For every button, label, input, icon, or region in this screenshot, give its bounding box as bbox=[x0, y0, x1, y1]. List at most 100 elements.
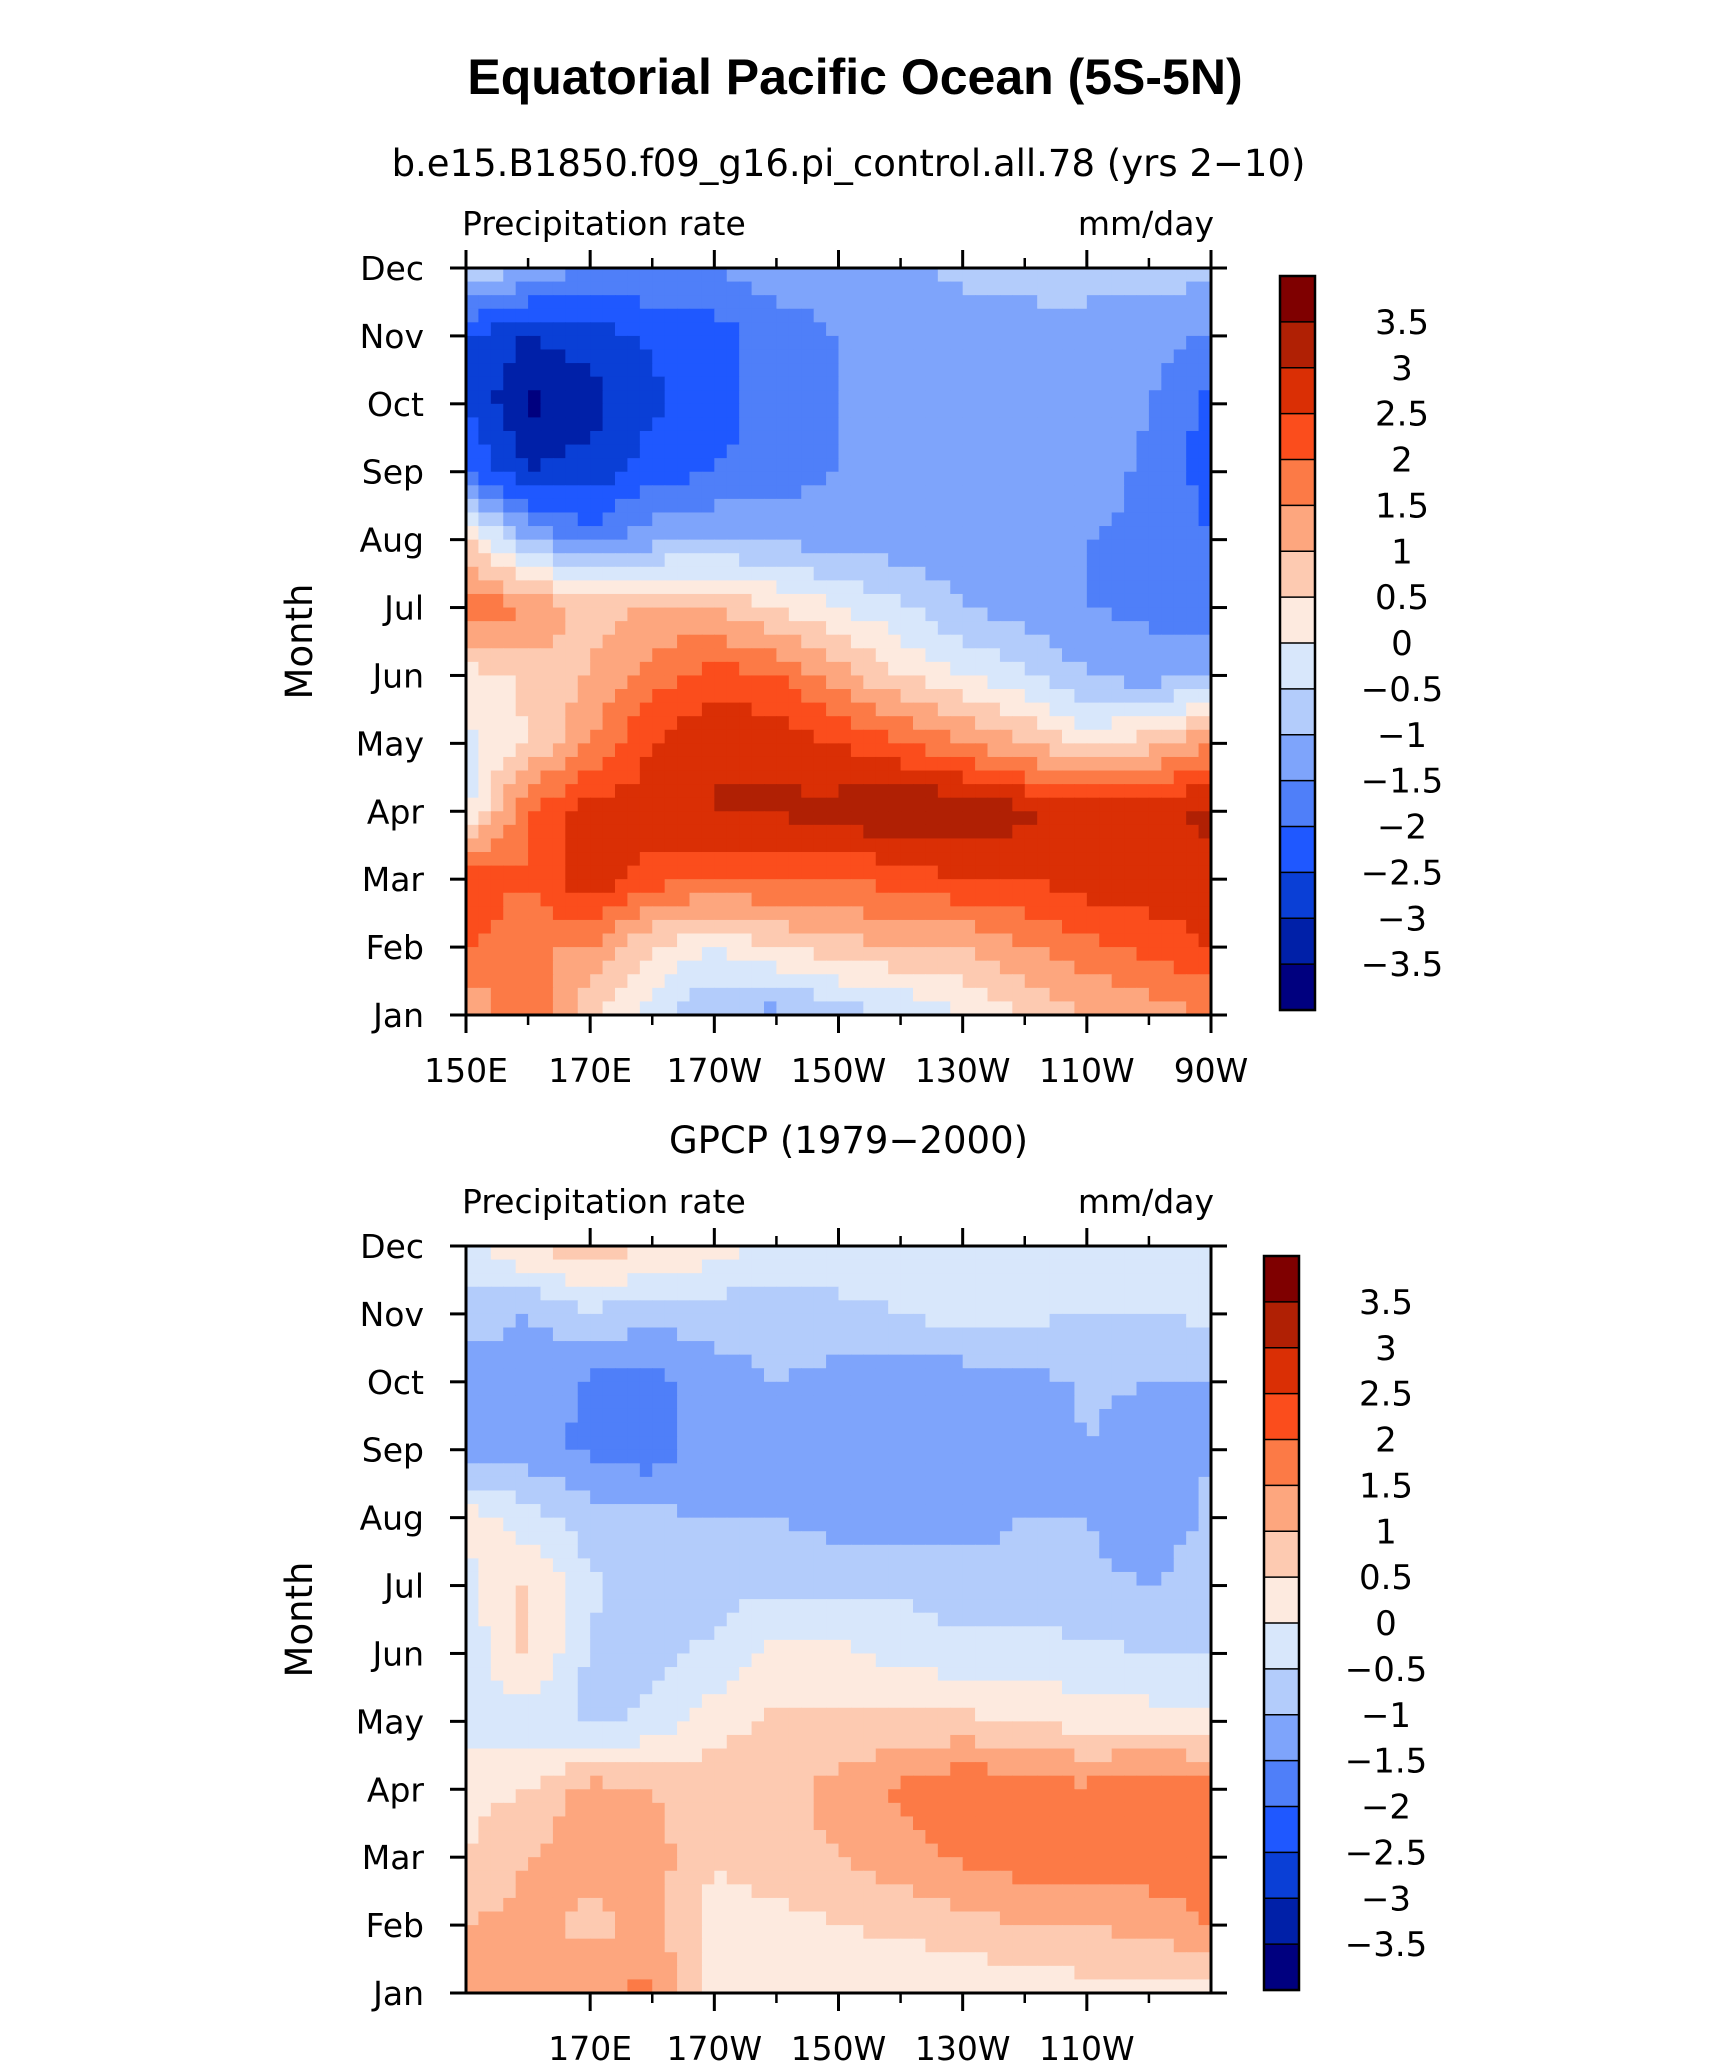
heatmap-cell bbox=[1124, 526, 1138, 541]
heatmap-cell bbox=[577, 784, 591, 799]
heatmap-cell bbox=[937, 648, 951, 663]
heatmap-cell bbox=[875, 621, 889, 636]
heatmap-cell bbox=[701, 648, 715, 663]
heatmap-cell bbox=[950, 974, 964, 989]
heatmap-cell bbox=[1086, 1368, 1100, 1383]
heatmap-cell bbox=[615, 308, 629, 323]
heatmap-cell bbox=[565, 430, 579, 446]
heatmap-cell bbox=[1049, 1449, 1063, 1464]
heatmap-cell bbox=[1074, 281, 1088, 296]
heatmap-cell bbox=[590, 1286, 604, 1301]
heatmap-cell bbox=[1173, 716, 1187, 731]
heatmap-cell bbox=[490, 1354, 504, 1369]
heatmap-cell bbox=[701, 458, 715, 473]
heatmap-cell bbox=[1161, 648, 1175, 663]
heatmap-cell bbox=[739, 580, 753, 595]
heatmap-cell bbox=[999, 865, 1013, 880]
heatmap-cell bbox=[701, 919, 715, 935]
heatmap-cell bbox=[701, 1001, 715, 1016]
heatmap-cell bbox=[602, 852, 616, 867]
heatmap-cell bbox=[987, 417, 1001, 432]
heatmap-cell bbox=[540, 308, 554, 323]
heatmap-cell bbox=[788, 1490, 802, 1505]
heatmap-cell bbox=[813, 512, 827, 527]
heatmap-cell bbox=[540, 987, 554, 1003]
heatmap-cell bbox=[776, 1395, 790, 1410]
heatmap-cell bbox=[937, 689, 951, 704]
heatmap-cell bbox=[863, 335, 877, 351]
heatmap-cell bbox=[751, 1259, 765, 1274]
heatmap-cell bbox=[590, 1585, 604, 1600]
heatmap-cell bbox=[615, 363, 629, 378]
heatmap-cell bbox=[503, 471, 517, 486]
heatmap-cell bbox=[962, 498, 976, 514]
heatmap-cell bbox=[1136, 1341, 1150, 1356]
heatmap-cell bbox=[577, 1313, 591, 1329]
heatmap-cell bbox=[1074, 1544, 1088, 1559]
heatmap-cell bbox=[701, 308, 715, 323]
heatmap-cell bbox=[701, 824, 715, 840]
heatmap-cell bbox=[701, 349, 715, 364]
heatmap-cell bbox=[466, 1449, 480, 1464]
heatmap-cell bbox=[540, 349, 554, 364]
heatmap-cell bbox=[776, 1476, 790, 1492]
heatmap-cell bbox=[701, 335, 715, 351]
heatmap-cell bbox=[1024, 879, 1038, 894]
heatmap-cell bbox=[1161, 1436, 1175, 1451]
heatmap-cell bbox=[1111, 621, 1125, 636]
heatmap-cell bbox=[590, 580, 604, 595]
heatmap-cell bbox=[1099, 661, 1113, 677]
heatmap-cell bbox=[490, 824, 504, 840]
heatmap-cell bbox=[937, 1558, 951, 1573]
heatmap-cell bbox=[751, 947, 765, 962]
heatmap-cell bbox=[652, 1558, 666, 1573]
heatmap-cell bbox=[739, 1449, 753, 1464]
heatmap-cell bbox=[1111, 335, 1125, 351]
heatmap-cell bbox=[726, 1599, 740, 1614]
heatmap-cell bbox=[466, 349, 480, 364]
heatmap-cell bbox=[1111, 797, 1125, 812]
heatmap-cell bbox=[1198, 363, 1212, 378]
heatmap-cell bbox=[478, 444, 492, 459]
heatmap-cell bbox=[503, 1599, 517, 1614]
heatmap-cell bbox=[875, 498, 889, 514]
heatmap-cell bbox=[1062, 1544, 1076, 1559]
heatmap-cell bbox=[639, 960, 653, 975]
heatmap-cell bbox=[1049, 1408, 1063, 1424]
heatmap-cell bbox=[714, 770, 728, 785]
heatmap-cell bbox=[1124, 498, 1138, 514]
heatmap-cell bbox=[801, 268, 815, 283]
heatmap-cell bbox=[900, 1463, 914, 1478]
heatmap-cell bbox=[615, 281, 629, 296]
heatmap-cell bbox=[838, 1327, 852, 1342]
heatmap-cell bbox=[875, 593, 889, 609]
heatmap-cell bbox=[577, 797, 591, 812]
heatmap-cell bbox=[677, 919, 691, 935]
heatmap-cell bbox=[850, 716, 864, 731]
heatmap-cell bbox=[962, 1300, 976, 1315]
heatmap-cell bbox=[764, 322, 778, 337]
heatmap-cell bbox=[937, 607, 951, 622]
heatmap-cell bbox=[466, 593, 480, 609]
heatmap-cell bbox=[1062, 892, 1076, 907]
heatmap-cell bbox=[701, 784, 715, 799]
heatmap-cell bbox=[900, 1395, 914, 1410]
heatmap-cell bbox=[962, 756, 976, 772]
heatmap-cell bbox=[925, 1463, 939, 1478]
heatmap-cell bbox=[826, 1585, 840, 1600]
heatmap-cell bbox=[1086, 322, 1100, 337]
heatmap-cell bbox=[739, 892, 753, 907]
heatmap-cell bbox=[788, 1544, 802, 1559]
heatmap-cell bbox=[764, 892, 778, 907]
heatmap-cell bbox=[900, 1259, 914, 1274]
heatmap-cell bbox=[937, 716, 951, 731]
heatmap-cell bbox=[652, 390, 666, 405]
heatmap-cell bbox=[466, 729, 480, 744]
heatmap-cell bbox=[776, 512, 790, 527]
heatmap-cell bbox=[975, 621, 989, 636]
heatmap-cell bbox=[962, 933, 976, 948]
heatmap-cell bbox=[863, 390, 877, 405]
heatmap-cell bbox=[1062, 1273, 1076, 1288]
heatmap-cell bbox=[937, 1544, 951, 1559]
heatmap-cell bbox=[1062, 838, 1076, 853]
